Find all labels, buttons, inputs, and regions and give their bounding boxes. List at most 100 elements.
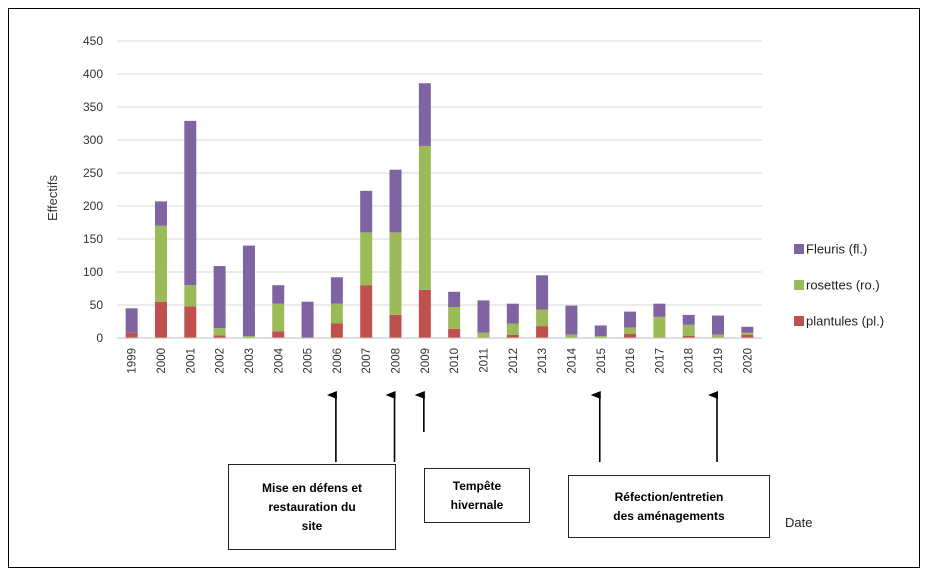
x-tick-label: 2006 — [332, 348, 344, 374]
x-tick-label: 2014 — [566, 347, 578, 373]
x-tick-label: 2008 — [391, 348, 403, 374]
x-tick-label: 2005 — [303, 348, 315, 374]
legend-label: Fleuris (fl.) — [806, 242, 867, 257]
bar-segment — [536, 309, 549, 327]
bar-segment — [506, 303, 519, 324]
bar-segment — [272, 303, 285, 332]
y-tick-label: 450 — [83, 34, 103, 48]
x-tick-label: 2011 — [478, 348, 490, 373]
bar-segment — [653, 303, 666, 317]
bar-segment — [477, 332, 490, 338]
bar-segment — [624, 334, 637, 338]
bar-segment — [506, 334, 519, 338]
x-tick-label: 2007 — [361, 348, 373, 374]
x-tick-label: 2020 — [742, 348, 754, 374]
y-tick-label: 100 — [83, 265, 103, 279]
bar-segment — [594, 336, 607, 338]
bar-segment — [682, 336, 695, 338]
bar-segment — [242, 245, 255, 337]
legend-label: rosettes (ro.) — [806, 278, 880, 293]
bar-segment — [360, 232, 373, 286]
bar-segment — [536, 275, 549, 310]
y-tick-label: 400 — [83, 67, 103, 81]
y-tick-label: 300 — [83, 133, 103, 147]
x-tick-label: 2017 — [654, 348, 666, 374]
x-tick-label: 2009 — [420, 348, 432, 374]
y-tick-label: 0 — [96, 331, 103, 345]
annotation-tempete-hivernale: Tempête hivernale — [424, 468, 530, 523]
bar-segment — [330, 303, 343, 324]
bar-segment — [154, 225, 167, 302]
annotation-refection-entretien: Réfection/entretien des aménagements — [568, 475, 770, 538]
y-tick-label: 350 — [83, 100, 103, 114]
y-tick-label: 50 — [90, 298, 104, 312]
bar-segment — [184, 306, 197, 338]
bar-segment — [682, 314, 695, 325]
bar-segment — [418, 289, 431, 338]
x-tick-label: 2013 — [537, 348, 549, 374]
y-tick-label: 250 — [83, 166, 103, 180]
bar-segment — [154, 301, 167, 338]
x-tick-label: 1999 — [127, 348, 139, 374]
legend-label: plantules (pl.) — [806, 314, 884, 329]
bar-segment — [653, 316, 666, 338]
bar-segment — [536, 326, 549, 338]
x-tick-label: 2015 — [596, 348, 608, 374]
bar-segment — [448, 291, 461, 307]
bar-segment — [272, 285, 285, 304]
bar-segment — [506, 323, 519, 335]
legend-swatch — [794, 244, 804, 254]
bar-segment — [418, 145, 431, 290]
bar-segment — [272, 331, 285, 338]
bar-segment — [213, 266, 226, 329]
bar-segment — [565, 334, 578, 338]
y-tick-label: 200 — [83, 199, 103, 213]
bar-segment — [242, 336, 255, 338]
x-tick-label: 2002 — [215, 348, 227, 374]
bar-segment — [418, 83, 431, 146]
x-tick-label: 2000 — [156, 348, 168, 374]
x-tick-label: 2001 — [185, 348, 197, 374]
bar-segment — [594, 325, 607, 337]
bar-segment — [624, 311, 637, 328]
stacked-bar-chart: 0 50 100 150 200 250 300 350 400 450 1999 2000 2001 2… — [45, 34, 884, 462]
bar-segment — [389, 169, 402, 233]
bar-segment — [624, 327, 637, 335]
bar-segment — [712, 315, 725, 335]
bar-segment — [125, 332, 138, 338]
bar-segment — [360, 285, 373, 338]
bar-segment — [154, 201, 167, 226]
bar-segment — [389, 314, 402, 338]
bar-segment — [565, 305, 578, 335]
x-tick-label: 2003 — [244, 348, 256, 374]
bar-segment — [330, 277, 343, 304]
bar-segment — [184, 120, 197, 286]
y-axis-label: Effectifs — [45, 175, 60, 222]
x-tick-label: 2010 — [449, 348, 461, 374]
bar-segment — [213, 335, 226, 338]
bar-segment — [448, 328, 461, 338]
x-axis-label: Date — [785, 515, 813, 530]
bar-segment — [213, 328, 226, 336]
bar-segment — [741, 334, 754, 338]
bar-segment — [682, 324, 695, 337]
x-tick-label: 2004 — [273, 347, 285, 373]
x-tick-label: 2018 — [684, 348, 696, 374]
annotation-mise-en-defens: Mise en défens et restauration du site — [228, 464, 396, 550]
x-tick-label: 2019 — [713, 348, 725, 374]
bar-segment — [301, 301, 314, 338]
bar-segment — [477, 300, 490, 333]
bar-segment — [184, 285, 197, 307]
bar-segment — [360, 190, 373, 233]
bar-segment — [125, 308, 138, 333]
legend-swatch — [794, 316, 804, 326]
x-tick-label: 2016 — [625, 348, 637, 374]
y-tick-label: 150 — [83, 232, 103, 246]
bar-segment — [389, 232, 402, 315]
bar-segment — [448, 306, 461, 329]
bar-segment — [741, 326, 754, 333]
bar-segment — [712, 334, 725, 338]
legend-swatch — [794, 280, 804, 290]
bar-segment — [330, 323, 343, 338]
bar-segment — [741, 332, 754, 335]
